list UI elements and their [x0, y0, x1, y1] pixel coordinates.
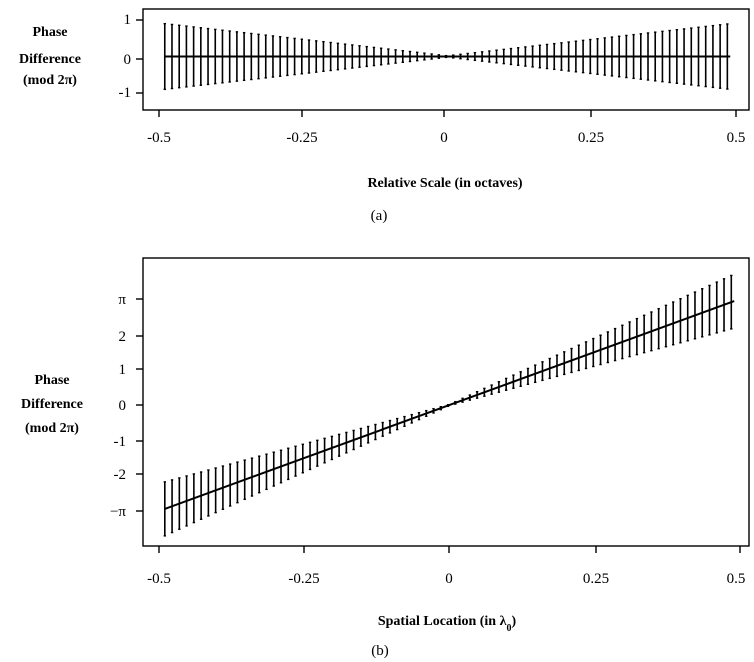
- y-axis-label-line: Difference: [19, 52, 81, 67]
- x-tick-label: -0.25: [288, 571, 319, 587]
- y-tick-label: -1: [114, 434, 127, 450]
- x-tick-label: -0.25: [286, 130, 317, 146]
- x-tick-label: 0: [440, 130, 448, 146]
- mean-line-b: [164, 300, 735, 510]
- y-axis-label-b: Phase Difference (mod 2π): [21, 373, 83, 436]
- y-axis-label-line: (mod 2π): [25, 421, 79, 436]
- panel-caption-b: (b): [371, 643, 389, 659]
- chart-a: 1 0 -1 -0.5 -0.25 0 0.25 0.5 Phase Diffe…: [19, 8, 750, 224]
- y-axis-label-line: Phase: [33, 25, 68, 40]
- chart-b: π 2 1 0 -1 -2 −π -0.5 -0.25 0: [21, 257, 750, 659]
- x-tick-label: 0: [445, 571, 453, 587]
- x-tick-label: -0.5: [147, 571, 171, 587]
- plot-frame-b: [142, 257, 750, 547]
- y-tick-label: -1: [119, 85, 132, 101]
- y-axis-label-line: (mod 2π): [23, 73, 77, 88]
- error-bars-b: [163, 274, 733, 537]
- y-tick-label: 0: [124, 52, 132, 68]
- y-tick-label: π: [118, 292, 126, 308]
- y-tick-labels-a: 1 0 -1: [119, 12, 132, 101]
- y-tick-label: 1: [119, 362, 127, 378]
- x-tick-labels-a: -0.5 -0.25 0 0.25 0.5: [147, 130, 745, 146]
- x-tick-labels-b: -0.5 -0.25 0 0.25 0.5: [147, 571, 745, 587]
- y-tick-label: -2: [114, 467, 127, 483]
- x-axis-label-a: Relative Scale (in octaves): [367, 176, 522, 191]
- plot-frame-a: [142, 8, 750, 111]
- x-axis-label-b: Spatial Location (in λ0): [378, 614, 517, 634]
- x-ticks-b: [158, 546, 741, 553]
- y-ticks-a: [136, 19, 143, 94]
- y-axis-label-a: Phase Difference (mod 2π): [19, 25, 81, 88]
- x-tick-label: 0.5: [727, 571, 746, 587]
- y-tick-label: −π: [110, 504, 126, 520]
- y-tick-labels-b: π 2 1 0 -1 -2 −π: [110, 292, 126, 520]
- x-tick-label: 0.25: [583, 571, 609, 587]
- y-axis-label-line: Difference: [21, 397, 83, 412]
- panel-caption-a: (a): [371, 208, 388, 224]
- y-tick-label: 1: [124, 12, 132, 28]
- x-ticks-a: [158, 110, 737, 117]
- x-tick-label: -0.5: [147, 130, 171, 146]
- x-tick-label: 0.5: [727, 130, 746, 146]
- x-tick-label: 0.25: [578, 130, 604, 146]
- y-axis-label-line: Phase: [35, 373, 70, 388]
- y-tick-label: 0: [119, 398, 127, 414]
- y-ticks-b: [136, 298, 143, 512]
- y-tick-label: 2: [119, 329, 127, 345]
